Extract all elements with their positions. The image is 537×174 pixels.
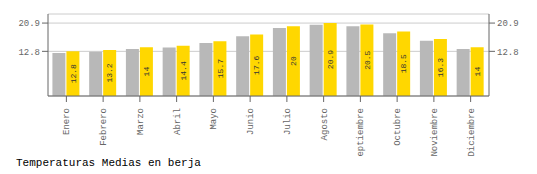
svg-text:14: 14 — [473, 67, 482, 77]
svg-text:20.9: 20.9 — [326, 50, 335, 69]
svg-text:Agosto: Agosto — [320, 108, 330, 140]
svg-text:17.6: 17.6 — [253, 55, 262, 74]
svg-text:Septiembre: Septiembre — [356, 108, 366, 156]
svg-text:14.4: 14.4 — [179, 61, 188, 80]
svg-text:20.9: 20.9 — [18, 19, 40, 29]
svg-text:Mayo: Mayo — [209, 108, 219, 130]
svg-text:Julio: Julio — [283, 108, 293, 135]
svg-text:Diciembre: Diciembre — [467, 108, 477, 156]
svg-text:12.8: 12.8 — [18, 48, 40, 58]
svg-text:20.9: 20.9 — [497, 19, 519, 29]
svg-text:Marzo: Marzo — [136, 108, 146, 135]
svg-text:18.5: 18.5 — [400, 54, 409, 73]
svg-text:12.8: 12.8 — [497, 48, 519, 58]
svg-text:14: 14 — [142, 67, 151, 77]
svg-text:15.7: 15.7 — [216, 59, 225, 78]
svg-text:Abril: Abril — [173, 108, 183, 135]
svg-text:16.3: 16.3 — [436, 58, 445, 77]
svg-text:20: 20 — [289, 56, 298, 66]
svg-text:Junio: Junio — [246, 108, 256, 135]
svg-text:13.2: 13.2 — [106, 63, 115, 82]
svg-text:Enero: Enero — [62, 108, 72, 135]
html-text:Temperaturas Medias en berja: Temperaturas Medias en berja — [16, 157, 201, 169]
svg-text:Noviembre: Noviembre — [430, 108, 440, 156]
svg-text:Febrero: Febrero — [99, 108, 109, 146]
svg-text:20.5: 20.5 — [363, 50, 372, 69]
svg-text:Octubre: Octubre — [393, 108, 403, 146]
svg-text:12.8: 12.8 — [69, 64, 78, 83]
